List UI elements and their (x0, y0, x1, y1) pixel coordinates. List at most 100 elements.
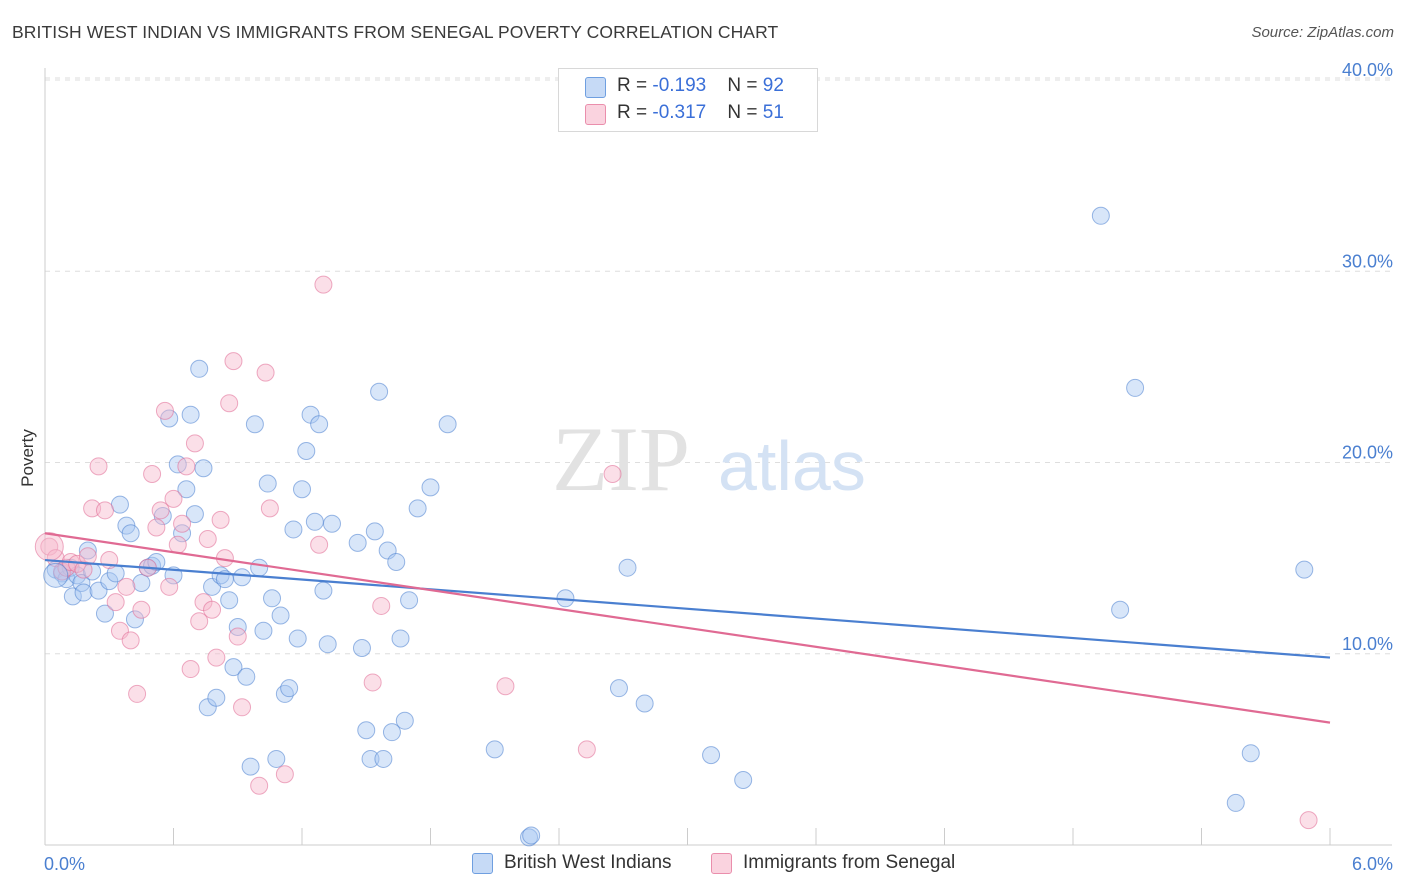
data-point (220, 394, 239, 413)
data-point (310, 415, 329, 434)
data-point (408, 499, 427, 518)
data-point (280, 679, 299, 698)
data-point (421, 478, 440, 497)
data-point (1241, 744, 1260, 763)
data-point (288, 629, 307, 648)
data-point (348, 533, 367, 552)
data-point (603, 464, 622, 483)
legend-swatch-pink (585, 104, 606, 125)
data-point (173, 514, 192, 533)
data-point (185, 434, 204, 453)
series-british-west-indians (46, 206, 1314, 847)
data-point (40, 537, 59, 556)
data-point (147, 552, 166, 571)
data-point (106, 593, 125, 612)
series-immigrants-from-senegal (40, 275, 1318, 830)
data-point (374, 749, 393, 768)
data-point (314, 275, 333, 294)
data-point (365, 522, 384, 541)
data-point (361, 749, 380, 768)
data-point (181, 660, 200, 679)
data-point (233, 568, 252, 587)
data-point (190, 359, 209, 378)
data-point (1226, 793, 1245, 812)
data-point (95, 501, 114, 520)
trend-line-british-west-indians (44, 558, 1331, 659)
data-point (496, 677, 515, 696)
chart-title: BRITISH WEST INDIAN VS IMMIGRANTS FROM S… (12, 22, 779, 42)
data-point (363, 673, 382, 692)
data-point (618, 558, 637, 577)
y-tick-label: 10.0% (1342, 634, 1393, 654)
data-point (395, 711, 414, 730)
data-point (160, 577, 179, 596)
data-point (438, 415, 457, 434)
data-point (352, 639, 371, 658)
data-point (143, 464, 162, 483)
bottom-legend-label: British West Indians (504, 852, 672, 873)
data-point (250, 558, 269, 577)
data-point (267, 749, 286, 768)
data-point (121, 524, 140, 543)
data-point (284, 520, 303, 539)
legend-swatch-blue (585, 77, 606, 98)
data-point (522, 826, 541, 845)
data-point (382, 723, 401, 742)
data-point (293, 480, 311, 499)
data-point (271, 606, 290, 625)
data-point (125, 610, 144, 629)
data-point (297, 442, 316, 461)
data-point (241, 757, 260, 776)
x-tick-label-min: 0.0% (44, 854, 85, 874)
bottom-legend-label: Immigrants from Senegal (743, 852, 956, 873)
data-point (190, 612, 209, 631)
legend-n-label: N = (727, 102, 763, 123)
data-point (387, 552, 406, 571)
data-point (1111, 600, 1130, 619)
data-point (372, 596, 391, 615)
axes (44, 68, 1392, 846)
data-point (258, 474, 277, 493)
data-point (203, 600, 222, 619)
bottom-legend-swatch-blue (472, 853, 493, 874)
legend-n-value: 51 (762, 102, 784, 123)
data-point (185, 505, 204, 524)
data-point (245, 415, 264, 434)
data-point (198, 530, 217, 548)
legend-r-value: -0.193 (652, 75, 707, 96)
data-point (322, 514, 341, 533)
legend-r-label: R = (617, 75, 653, 96)
gridlines (45, 77, 1392, 655)
data-point (207, 688, 226, 707)
legend-r-label: R = (617, 102, 653, 123)
data-point (78, 541, 97, 560)
data-points (34, 206, 1318, 847)
legend-n-label: N = (727, 75, 763, 96)
data-point (89, 457, 108, 476)
legend-n-value: 92 (762, 75, 784, 96)
data-point (78, 547, 97, 566)
y-axis-label: Poverty (18, 429, 37, 487)
data-point (1299, 811, 1318, 830)
data-point (256, 363, 275, 382)
data-point (318, 635, 337, 654)
data-point (100, 572, 119, 591)
data-point (233, 698, 252, 717)
data-point (260, 499, 279, 518)
data-point (132, 573, 151, 592)
data-point (275, 765, 294, 784)
data-point (224, 658, 243, 677)
data-point (702, 746, 721, 765)
data-point (254, 621, 273, 640)
data-point (609, 679, 628, 698)
watermark: ZIP atlas (552, 408, 866, 510)
watermark-atlas: atlas (718, 427, 866, 505)
data-point (128, 684, 147, 703)
data-point (95, 604, 114, 623)
source-label: Source: ZipAtlas.com (1251, 24, 1394, 41)
data-point (224, 352, 243, 371)
data-point (310, 535, 329, 554)
data-point (400, 591, 419, 610)
data-point (1295, 560, 1314, 579)
